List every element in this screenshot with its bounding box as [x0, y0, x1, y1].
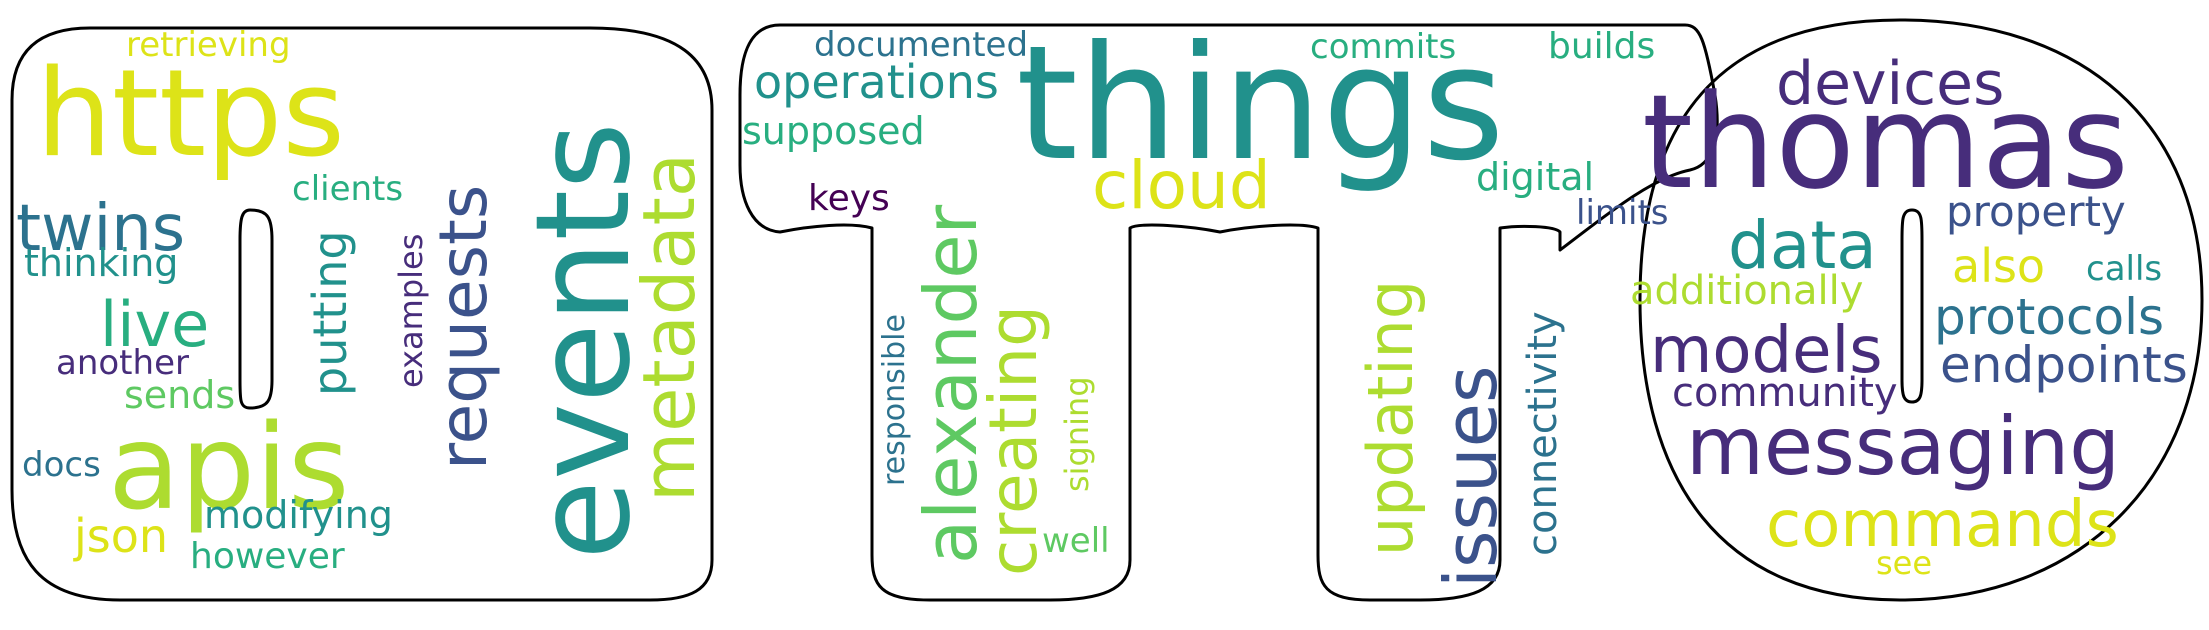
- word-live: live: [100, 288, 209, 361]
- word-devices: devices: [1776, 49, 2004, 119]
- mask-letter-o-hole: [1900, 208, 1924, 404]
- word-metadata: metadata: [627, 153, 711, 502]
- word-supposed: supposed: [742, 109, 925, 153]
- mask-letters-tt-outline: [738, 23, 1719, 602]
- word-builds: builds: [1548, 26, 1655, 67]
- word-twins: twins: [16, 192, 185, 266]
- word-calls: calls: [2086, 249, 2162, 289]
- word-updating: updating: [1354, 280, 1427, 556]
- word-group: things thomas https apis events metadata…: [16, 12, 2188, 588]
- word-additionally: additionally: [1630, 268, 1863, 314]
- word-messaging: messaging: [1686, 400, 2120, 493]
- word-clients: clients: [292, 169, 403, 209]
- word-json: json: [73, 509, 168, 563]
- word-putting: putting: [303, 230, 357, 396]
- word-models: models: [1650, 314, 1883, 388]
- word-things: things: [1016, 12, 1505, 196]
- word-property: property: [1946, 187, 2126, 236]
- word-documented: documented: [814, 25, 1028, 65]
- mask-letter-a-hole: [238, 208, 274, 410]
- word-protocols: protocols: [1934, 288, 2164, 346]
- word-apis: apis: [108, 398, 349, 536]
- word-responsible: responsible: [877, 314, 912, 486]
- word-requests: requests: [425, 185, 502, 470]
- word-limits: limits: [1576, 193, 1669, 233]
- word-signing: signing: [1058, 376, 1096, 492]
- mask-letter-o-outline: [1638, 18, 2204, 602]
- word-however: however: [190, 536, 345, 577]
- word-also: also: [1952, 239, 2045, 293]
- word-see: see: [1876, 544, 1932, 582]
- word-creating: creating: [975, 305, 1052, 576]
- word-well: well: [1042, 521, 1110, 561]
- word-keys: keys: [808, 178, 890, 219]
- word-issues: issues: [1429, 366, 1513, 588]
- word-examples: examples: [392, 234, 430, 388]
- word-sends: sends: [124, 373, 235, 417]
- word-thomas: thomas: [1642, 66, 2129, 218]
- word-commands: commands: [1766, 488, 2119, 562]
- word-digital: digital: [1476, 155, 1594, 199]
- word-community: community: [1672, 370, 1898, 416]
- mask-letter-a-outline: [10, 26, 714, 602]
- word-connectivity: connectivity: [1520, 311, 1566, 556]
- word-retrieving: retrieving: [126, 25, 291, 65]
- word-another: another: [56, 343, 189, 383]
- word-thinking: thinking: [24, 241, 178, 285]
- word-alexander: alexander: [909, 204, 993, 564]
- word-data: data: [1728, 207, 1877, 284]
- word-docs: docs: [22, 445, 101, 485]
- word-cloud: cloud: [1092, 147, 1271, 224]
- word-endpoints: endpoints: [1940, 336, 2188, 394]
- word-https: https: [36, 45, 345, 184]
- word-modifying: modifying: [204, 493, 393, 537]
- word-events: events: [507, 122, 659, 560]
- word-operations: operations: [754, 55, 999, 109]
- word-commits: commits: [1310, 27, 1456, 67]
- mask-outline: [10, 18, 2204, 602]
